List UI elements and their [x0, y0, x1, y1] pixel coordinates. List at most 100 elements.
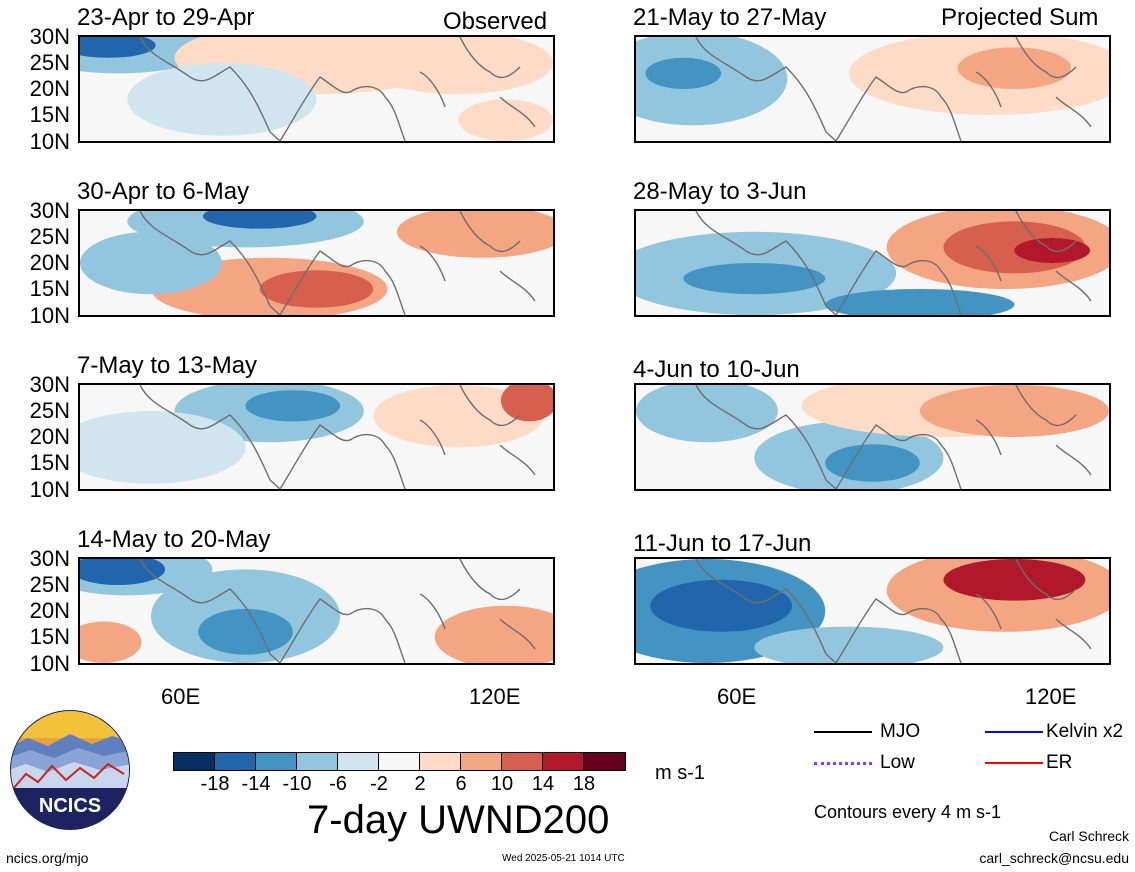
- colorbar-swatch: [542, 752, 584, 771]
- lat-label: 25N: [29, 224, 70, 249]
- lat-label: 20N: [29, 424, 70, 449]
- colorbar-label: -2: [370, 773, 388, 795]
- anomaly-region: [957, 47, 1072, 89]
- anomaly-region: [500, 385, 553, 422]
- lat-label: 20N: [29, 250, 70, 275]
- lat-label: 15N: [29, 450, 70, 475]
- colorbar-label: -14: [241, 773, 271, 795]
- anomaly-region: [636, 385, 778, 443]
- anomaly-region: [198, 608, 293, 655]
- anomaly-region: [434, 605, 553, 663]
- colorbar-swatch: [296, 752, 338, 771]
- coastline: [695, 385, 1092, 489]
- colorbar-units: m s-1: [655, 762, 705, 784]
- anomaly-region: [202, 211, 317, 229]
- coastline: [139, 37, 536, 141]
- anomaly-region: [245, 390, 341, 422]
- footer-author: Carl Schreck: [1048, 828, 1129, 844]
- legend-label-er: ER: [1046, 752, 1073, 773]
- anomaly-region: [259, 270, 374, 308]
- coastline: [139, 559, 536, 663]
- lat-label: 10N: [29, 303, 70, 328]
- legend-line-low: [814, 762, 872, 765]
- coastline: [695, 559, 1092, 663]
- colorbar-label: 10: [490, 773, 514, 795]
- anomaly-region: [650, 579, 793, 632]
- projected-sum-label: Projected Sum: [941, 4, 1099, 31]
- lat-label: 30N: [29, 546, 70, 571]
- footer-url[interactable]: ncics.org/mjo: [6, 850, 89, 866]
- map-panel-4: [78, 557, 555, 665]
- observed-label: Observed: [443, 8, 548, 35]
- anomaly-region: [80, 231, 222, 295]
- anomaly-field: [636, 559, 1109, 663]
- panel-title-8: 11-Jun to 17-Jun: [633, 530, 812, 557]
- anomaly-region: [825, 289, 1015, 315]
- anomaly-region: [363, 37, 553, 95]
- coastline: [139, 211, 536, 315]
- lat-label: 15N: [29, 102, 70, 127]
- lat-label: 25N: [29, 50, 70, 75]
- lon-label: 120E: [469, 684, 521, 709]
- anomaly-region: [943, 559, 1086, 601]
- lat-label: 20N: [29, 598, 70, 623]
- map-panel-7: [634, 383, 1111, 491]
- colorbar-label: 2: [414, 773, 426, 795]
- map-panel-8: [634, 557, 1111, 665]
- legend-line-er: [985, 762, 1043, 764]
- lat-label: 10N: [29, 477, 70, 502]
- lat-label: 30N: [29, 198, 70, 223]
- coastline: [695, 211, 1092, 315]
- colorbar-label: 14: [531, 773, 555, 795]
- ncics-logo: NCICS: [10, 710, 130, 830]
- lon-label: 60E: [717, 684, 757, 709]
- map-panel-6: [634, 209, 1111, 317]
- panel-title-1: 23-Apr to 29-Apr: [77, 4, 255, 31]
- colorbar-label: 18: [572, 773, 596, 795]
- panel-title-4: 14-May to 20-May: [77, 526, 271, 553]
- colorbar-swatch: [173, 752, 215, 771]
- lon-label: 60E: [161, 684, 201, 709]
- anomaly-region: [645, 57, 722, 89]
- anomaly-field: [636, 37, 1109, 141]
- panel-title-7: 4-Jun to 10-Jun: [633, 356, 800, 383]
- anomaly-region: [80, 37, 156, 58]
- anomaly-field: [636, 385, 1109, 489]
- colorbar-swatch: [337, 752, 379, 771]
- coastline: [139, 385, 536, 489]
- colorbar-swatch: [214, 752, 256, 771]
- panel-title-5: 21-May to 27-May: [633, 4, 827, 31]
- anomaly-field: [636, 211, 1109, 315]
- footer-email: carl_schreck@ncsu.edu: [979, 850, 1129, 866]
- figure-title: 7-day UWND200: [307, 798, 610, 842]
- anomaly-region: [458, 99, 553, 141]
- anomaly-region: [683, 263, 826, 295]
- map-panel-2: [78, 209, 555, 317]
- colorbar-label: 6: [455, 773, 467, 795]
- colorbar-swatch: [583, 752, 626, 771]
- lat-label: 25N: [29, 572, 70, 597]
- legend-line-kelvin: [985, 731, 1043, 733]
- colorbar-label: -18: [200, 773, 230, 795]
- legend-label-kelvin: Kelvin x2: [1046, 721, 1124, 742]
- colorbar-swatch: [255, 752, 297, 771]
- anomaly-region: [825, 444, 920, 482]
- anomaly-field: [80, 385, 553, 489]
- colorbar-swatch: [460, 752, 502, 771]
- legend-label-mjo: MJO: [880, 721, 921, 742]
- colorbar-swatch: [378, 752, 420, 771]
- anomaly-region: [80, 621, 142, 663]
- contour-note: Contours every 4 m s-1: [814, 802, 1002, 822]
- lat-label: 15N: [29, 276, 70, 301]
- lat-label: 30N: [29, 24, 70, 49]
- colorbar-swatch: [419, 752, 461, 771]
- anomaly-region: [127, 63, 317, 136]
- panel-title-6: 28-May to 3-Jun: [633, 178, 807, 205]
- colorbar-label: -10: [282, 773, 312, 795]
- anomaly-field: [80, 559, 553, 663]
- panel-title-3: 7-May to 13-May: [77, 352, 258, 379]
- map-panel-5: [634, 35, 1111, 143]
- anomaly-field: [80, 211, 553, 315]
- coastline: [695, 37, 1092, 141]
- lat-label: 15N: [29, 624, 70, 649]
